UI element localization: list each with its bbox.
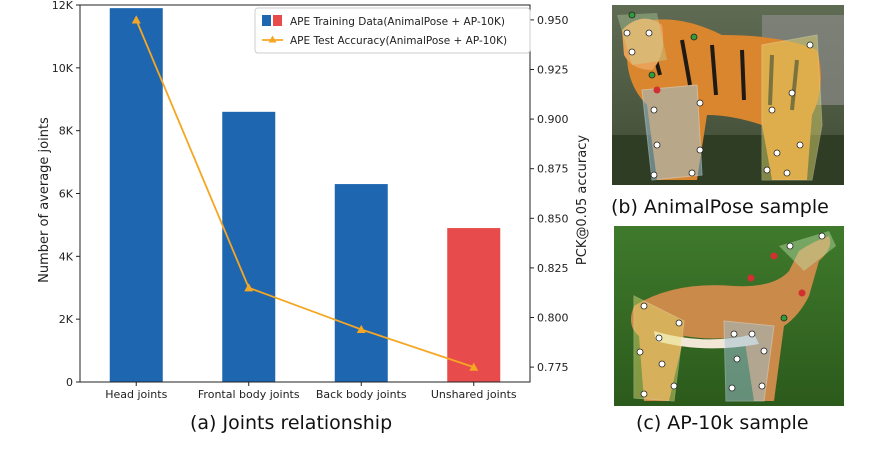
x-tick-label: Frontal body joints: [198, 388, 300, 401]
legend-marker-triangle: [268, 35, 277, 43]
y2-tick-label: 0.775: [537, 361, 569, 374]
accuracy-marker-3: [356, 324, 366, 334]
accuracy-series: [131, 15, 479, 371]
x-tick-label: Back body joints: [316, 388, 407, 401]
animalpose-sample-image: [612, 5, 844, 185]
accuracy-marker-2: [244, 283, 254, 292]
y2-tick-label: 0.850: [537, 212, 569, 225]
y2-axis-ticks: 0.775 0.800 0.825 0.850 0.875 0.900 0.925 0.950: [530, 14, 569, 374]
x-tick-label: Unshared joints: [431, 388, 517, 401]
y2-axis-label: PCK@0.05 accuracy: [575, 135, 590, 265]
legend-swatch-blue: [262, 15, 271, 26]
bar-1: [109, 8, 163, 383]
legend-swatch-red: [273, 15, 282, 26]
accuracy-marker-4: [469, 362, 479, 371]
y-tick-label: 6K: [59, 188, 74, 201]
y-tick-label: 4K: [59, 250, 74, 263]
y-axis-label: Number of average joints: [37, 117, 52, 283]
y-tick-label: 8K: [59, 125, 74, 138]
y2-tick-label: 0.800: [537, 312, 569, 325]
y2-tick-label: 0.825: [537, 262, 569, 275]
caption-a: (a) Joints relationship: [190, 412, 393, 434]
bar-series: [109, 8, 501, 383]
bar-3: [334, 184, 388, 382]
y2-tick-label: 0.875: [537, 163, 569, 176]
accuracy-marker-1: [131, 15, 141, 24]
bar-4: [447, 228, 501, 382]
y-axis-ticks: 0 2K 4K 6K 8K 10K 12K: [52, 0, 80, 389]
y-tick-label: 2K: [59, 313, 74, 326]
bar-2: [222, 111, 276, 383]
y2-tick-label: 0.925: [537, 63, 569, 76]
chart-legend: APE Training Data(AnimalPose + AP-10K) A…: [254, 7, 531, 54]
caption-b: (b) AnimalPose sample: [611, 196, 829, 218]
caption-c: (c) AP-10k sample: [636, 412, 809, 434]
x-tick-label: Head joints: [105, 388, 167, 401]
y2-tick-label: 0.950: [537, 14, 569, 27]
y2-tick-label: 0.900: [537, 113, 569, 126]
legend-label-bars: APE Training Data(AnimalPose + AP-10K): [290, 16, 505, 28]
legend-label-line: APE Test Accuracy(AnimalPose + AP-10K): [290, 35, 507, 47]
y-tick-label: 0: [66, 376, 73, 389]
y-tick-label: 10K: [52, 62, 74, 75]
accuracy-line: [135, 19, 475, 368]
y-tick-label: 12K: [52, 0, 74, 12]
x-axis-ticks: Head joints Frontal body joints Back body …: [105, 382, 517, 401]
ap10k-sample-image: [614, 226, 844, 406]
